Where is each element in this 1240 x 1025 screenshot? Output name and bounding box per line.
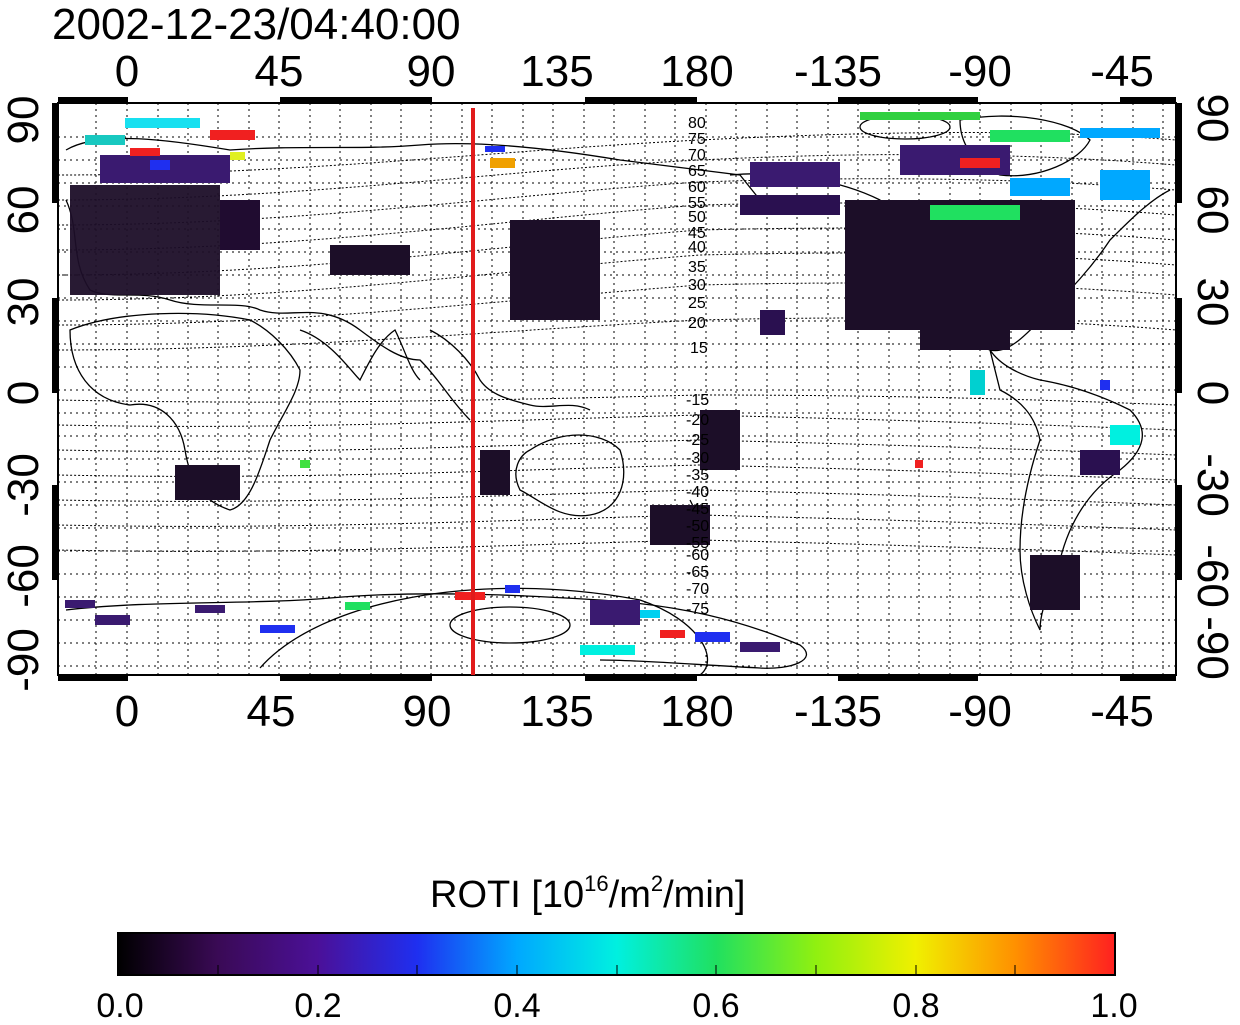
maglat-label: -40 <box>686 484 709 501</box>
bottom-x-tick: 180 <box>660 687 734 736</box>
top-x-tick: 0 <box>114 47 140 96</box>
top-x-tick: 135 <box>520 47 594 96</box>
colorbar-tick-label: 0.6 <box>692 987 740 1025</box>
colorbar-tick-label: 0.0 <box>96 987 144 1025</box>
maglat-label: 45 <box>688 225 706 242</box>
maglat-label: -60 <box>686 547 709 564</box>
colorbar-tick-label: 0.8 <box>892 987 940 1025</box>
bottom-x-tick: -90 <box>948 687 1012 736</box>
bottom-x-tick: 90 <box>402 687 452 736</box>
maglat-label: -50 <box>686 518 709 535</box>
magnetic-contours <box>58 132 1176 556</box>
maglat-label: -45 <box>686 501 709 518</box>
maglat-label: -55 <box>686 535 709 552</box>
maglat-label: -20 <box>686 412 709 429</box>
maglat-label: 20 <box>688 315 706 332</box>
colorbar-tick-label: 1.0 <box>1090 987 1138 1025</box>
maglat-label: -70 <box>686 581 709 598</box>
maglat-label: 50 <box>688 209 706 226</box>
maglat-label: -75 <box>686 601 709 618</box>
maglat-label: -35 <box>686 467 709 484</box>
map-frame <box>57 102 1177 676</box>
magnetic-pole-contours <box>259 114 951 675</box>
maglat-label: 35 <box>688 259 706 276</box>
maglat-label: 40 <box>688 239 706 256</box>
bottom-x-tick: 0 <box>114 687 140 736</box>
right-axis-bar <box>1176 103 1182 580</box>
maglat-label: 15 <box>690 340 708 357</box>
maglat-label: 30 <box>688 277 706 294</box>
top-axis-bar <box>58 97 1176 103</box>
maglat-label: 25 <box>688 295 706 312</box>
top-x-tick: 90 <box>406 47 456 96</box>
colorbar-ticks <box>217 965 1016 975</box>
maglat-label: -65 <box>686 564 709 581</box>
bottom-x-tick: -135 <box>793 687 883 736</box>
maglat-label: 65 <box>688 163 706 180</box>
map-title: 2002-12-23/04:40:00 <box>52 0 461 49</box>
maglat-label: 55 <box>688 195 706 212</box>
maglat-label: -15 <box>686 392 709 409</box>
bottom-x-tick: 45 <box>246 687 296 736</box>
top-x-tick: -45 <box>1090 47 1154 96</box>
bottom-axis-bar <box>58 675 1176 681</box>
maglat-label: -25 <box>686 432 709 449</box>
colorbar-tick-label: 0.4 <box>493 987 541 1025</box>
maglat-label: 80 <box>688 115 706 132</box>
top-x-tick: 45 <box>254 47 304 96</box>
top-x-tick: 180 <box>660 47 734 96</box>
magnetic-latitude-labels: 80 75 70 65 60 55 50 45 40 35 30 25 20 1… <box>686 115 709 618</box>
colorbar-tick-label: 0.2 <box>294 987 342 1025</box>
top-x-tick: -90 <box>948 47 1012 96</box>
top-x-tick: -135 <box>793 47 883 96</box>
bottom-x-tick: -45 <box>1090 687 1154 736</box>
maglat-label: 75 <box>688 131 706 148</box>
maglat-label: 60 <box>688 179 706 196</box>
maglat-label: -30 <box>686 450 709 467</box>
left-axis-bar <box>52 103 58 580</box>
maglat-label: 70 <box>688 147 706 164</box>
bottom-x-tick: 135 <box>520 687 594 736</box>
roti-data-layer <box>65 112 1160 655</box>
colorbar-title: ROTI [1016/m2/min] <box>430 871 746 917</box>
